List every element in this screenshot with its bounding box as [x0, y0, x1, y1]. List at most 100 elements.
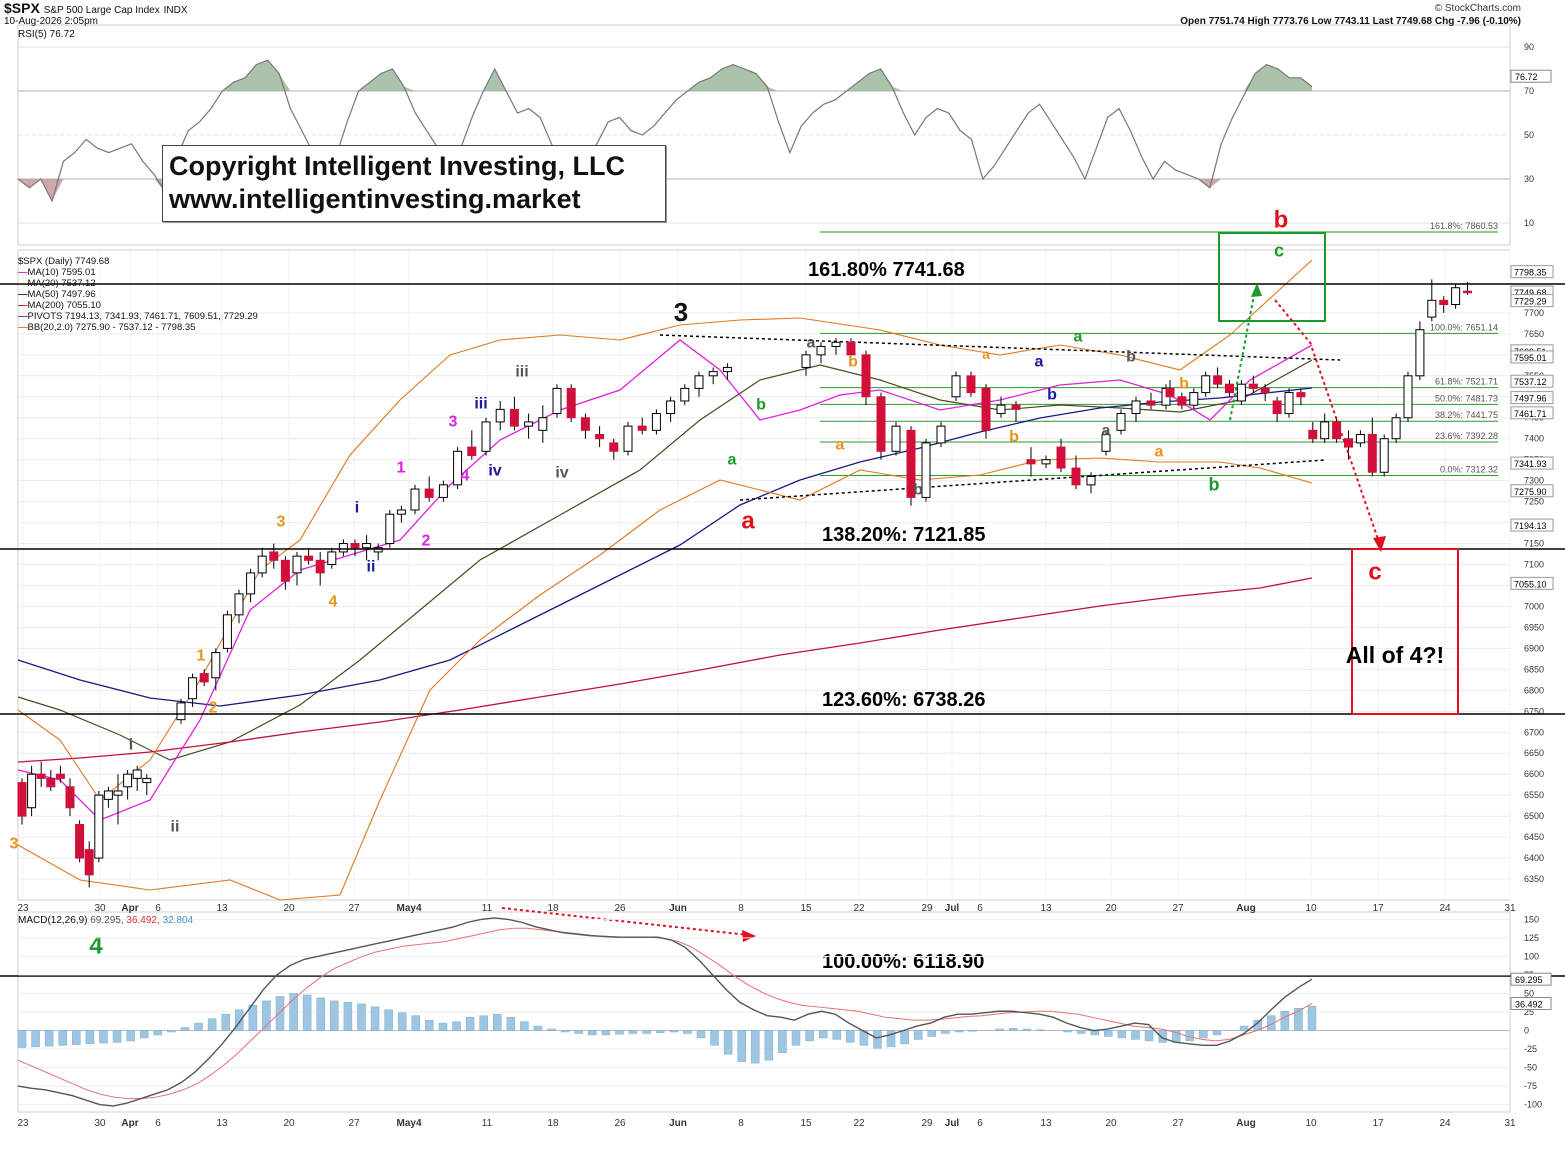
macd-histogram-bar: [207, 1018, 217, 1031]
candle-body: [113, 790, 123, 796]
macd-label-hist: 32.804: [162, 915, 194, 926]
price-x-label: 18: [547, 903, 559, 914]
macd-histogram-bar: [357, 1003, 366, 1031]
candle-body: [1071, 467, 1081, 486]
rsi-panel: 90 70 50 30 10 76.72: [17, 42, 1552, 228]
candle-body: [188, 677, 198, 700]
price-candle: [1101, 430, 1111, 456]
macd-histogram-bar: [493, 1013, 502, 1031]
wave-label: 3: [277, 514, 286, 531]
macd-x-label: 10: [1305, 1118, 1317, 1129]
price-candle: [1116, 409, 1126, 435]
macd-x-label: 22: [853, 1118, 865, 1129]
price-x-label: 29: [921, 903, 933, 914]
price-tick-label: 6850: [1524, 664, 1544, 674]
candle-body: [234, 593, 244, 616]
price-candle: [304, 547, 314, 565]
macd-histogram-bar: [995, 1028, 1004, 1031]
price-candle: [1415, 321, 1425, 380]
macd-x-label: Aug: [1236, 1118, 1255, 1129]
wave-label: a: [728, 452, 737, 469]
rsi-line: [17, 59, 1313, 203]
price-tag-box: [1510, 294, 1554, 308]
macd-x-label: 18: [547, 1118, 559, 1129]
macd-histogram-bar: [1307, 1005, 1317, 1031]
macd-histogram-bar: [751, 1030, 760, 1064]
macd-histogram-bar: [873, 1030, 882, 1049]
legend-item: —MA(20) 7537.12: [18, 278, 258, 289]
macd-x-label: 20: [283, 1118, 295, 1129]
candle-body: [1165, 387, 1175, 398]
macd-histogram-bar: [954, 1030, 964, 1033]
wave-label: a: [1102, 423, 1111, 440]
macd-x-label: 29: [921, 1118, 933, 1129]
macd-histogram-bar: [167, 1030, 176, 1033]
price-tag: 7729.29: [1510, 294, 1554, 308]
candle-body: [315, 559, 325, 574]
macd-histogram-bar: [642, 1030, 651, 1034]
candle-body: [1177, 396, 1187, 406]
macd-x-label: 11: [482, 1118, 493, 1129]
price-x-label: 15: [800, 903, 812, 914]
price-tags: 7798.357749.687729.297609.517595.017537.…: [1510, 265, 1554, 590]
price-candle: [176, 698, 186, 724]
source-credit: © StockCharts.com: [1434, 3, 1521, 14]
macd-histogram-bar: [506, 1016, 516, 1031]
price-candle: [257, 547, 267, 578]
candle-body: [1236, 383, 1246, 402]
target-box-red: [1351, 548, 1459, 715]
price-candle: [831, 338, 841, 355]
macd-histogram-bar: [900, 1030, 909, 1045]
macd-line: [17, 917, 1313, 1107]
candle-body: [1189, 392, 1199, 406]
candle-body: [211, 652, 221, 679]
price-tag-text: 7461.71: [1514, 409, 1547, 419]
price-x-label: 20: [1105, 903, 1117, 914]
red-arrow-line-2: [1311, 347, 1381, 546]
price-candle: [538, 405, 548, 443]
candle-body: [936, 425, 946, 444]
price-candle: [1011, 400, 1021, 422]
candle-body: [566, 387, 576, 419]
macd-histogram-bar: [655, 1030, 665, 1033]
price-tag-box: [1510, 576, 1554, 590]
price-x-label: 17: [1372, 903, 1384, 914]
macd-histogram-bar: [384, 1009, 393, 1031]
legend-text: MA(50) 7497.96: [27, 289, 96, 300]
price-candle: [27, 765, 37, 817]
macd-histogram-bar: [452, 1021, 461, 1031]
candle-body: [75, 824, 85, 859]
candle-body: [1463, 290, 1472, 294]
legend-text: PIVOTS 7194.13, 7341.93, 7461.71, 7609.5…: [27, 311, 258, 322]
candle-body: [410, 488, 420, 511]
price-candle: [234, 589, 244, 624]
macd-value-tag: 36.492: [1510, 996, 1552, 1010]
macd-histogram-bar: [411, 1015, 421, 1031]
macd-divergence-arrow-head: [742, 930, 756, 942]
price-candle: [453, 447, 463, 490]
candle-body: [257, 555, 267, 574]
price-candle: [36, 761, 46, 787]
macd-label: MACD(12,26,9) 69.295, 36.492, 32.804: [18, 915, 193, 926]
fib-extension-label: 100.00%: 6118.90: [822, 951, 984, 973]
price-tag-text: 7798.35: [1514, 268, 1547, 278]
candle-body: [17, 782, 27, 817]
candle-body: [1272, 400, 1282, 415]
macd-histogram-bar: [316, 997, 325, 1031]
macd-histogram-bar: [1063, 1030, 1072, 1033]
macd-tick-label: -50: [1524, 1063, 1537, 1073]
price-x-label: 27: [1172, 903, 1184, 914]
wave-label: a: [741, 507, 755, 534]
copyright-line2: www.intelligentinvesting.market: [169, 184, 581, 214]
price-tick-label: 6350: [1524, 874, 1544, 884]
price-tag: 7275.90: [1510, 484, 1554, 498]
macd-histogram-bar: [941, 1030, 950, 1034]
fib-extension-label: 138.20%: 7121.85: [822, 524, 985, 546]
candle-body: [222, 614, 232, 649]
price-candle: [996, 396, 1006, 418]
candle-body: [269, 551, 279, 561]
candles-group: [17, 279, 1472, 888]
wave-label: b: [1047, 387, 1057, 404]
